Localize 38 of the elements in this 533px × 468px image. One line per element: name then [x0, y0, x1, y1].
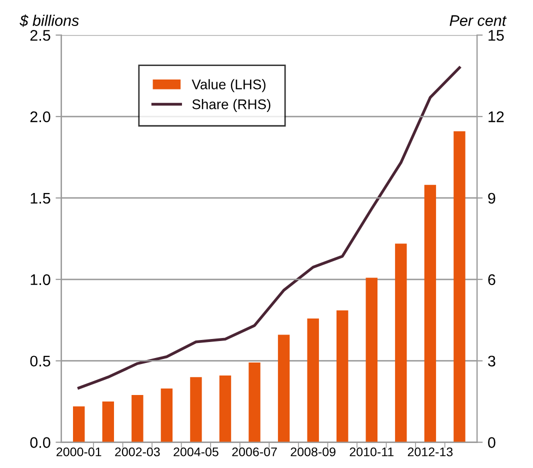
y2-axis-title: Per cent	[450, 15, 507, 26]
bar	[219, 375, 232, 442]
y2-tick-label: 0	[488, 437, 496, 448]
x-tick-label: 2000-01	[56, 447, 102, 456]
bar	[395, 244, 407, 442]
y-tick-label: 2.0	[30, 111, 50, 122]
y-tick-label: 1.5	[30, 192, 50, 204]
bar	[73, 406, 85, 442]
x-tick-label: 2008-09	[290, 447, 336, 456]
legend-label: Share (RHS)	[192, 99, 270, 112]
x-tick-label: 2010-11	[350, 447, 394, 456]
y2-tick-label: 3	[488, 356, 496, 367]
y2-tick-label: 6	[488, 274, 496, 286]
y-tick-label: 0.5	[30, 356, 50, 367]
bar	[366, 278, 378, 442]
bar	[160, 388, 173, 442]
y2-tick-label: 12	[488, 111, 504, 122]
x-tick-label: 2012-13	[408, 447, 453, 456]
bar	[248, 362, 260, 442]
bar	[336, 310, 348, 442]
y-tick-label: 0.0	[30, 437, 50, 448]
bar	[190, 377, 202, 442]
x-tick-label: 2006-07	[232, 447, 277, 456]
legend-label: Value (LHS)	[192, 79, 266, 92]
y-tick-label: 1.0	[30, 274, 50, 286]
x-tick-label: 2002-03	[115, 447, 160, 456]
bar	[454, 131, 466, 442]
line-series	[77, 66, 461, 390]
bar	[102, 402, 114, 442]
y2-tick-label: 15	[488, 30, 504, 41]
y-axis-title: $ billions	[20, 14, 79, 27]
y2-tick-label: 9	[488, 192, 496, 204]
y-tick-label: 2.5	[30, 30, 50, 41]
bar	[307, 318, 319, 442]
bar	[424, 184, 436, 442]
bar	[132, 395, 144, 442]
bar	[278, 334, 290, 442]
x-tick-label: 2004-05	[174, 447, 218, 456]
